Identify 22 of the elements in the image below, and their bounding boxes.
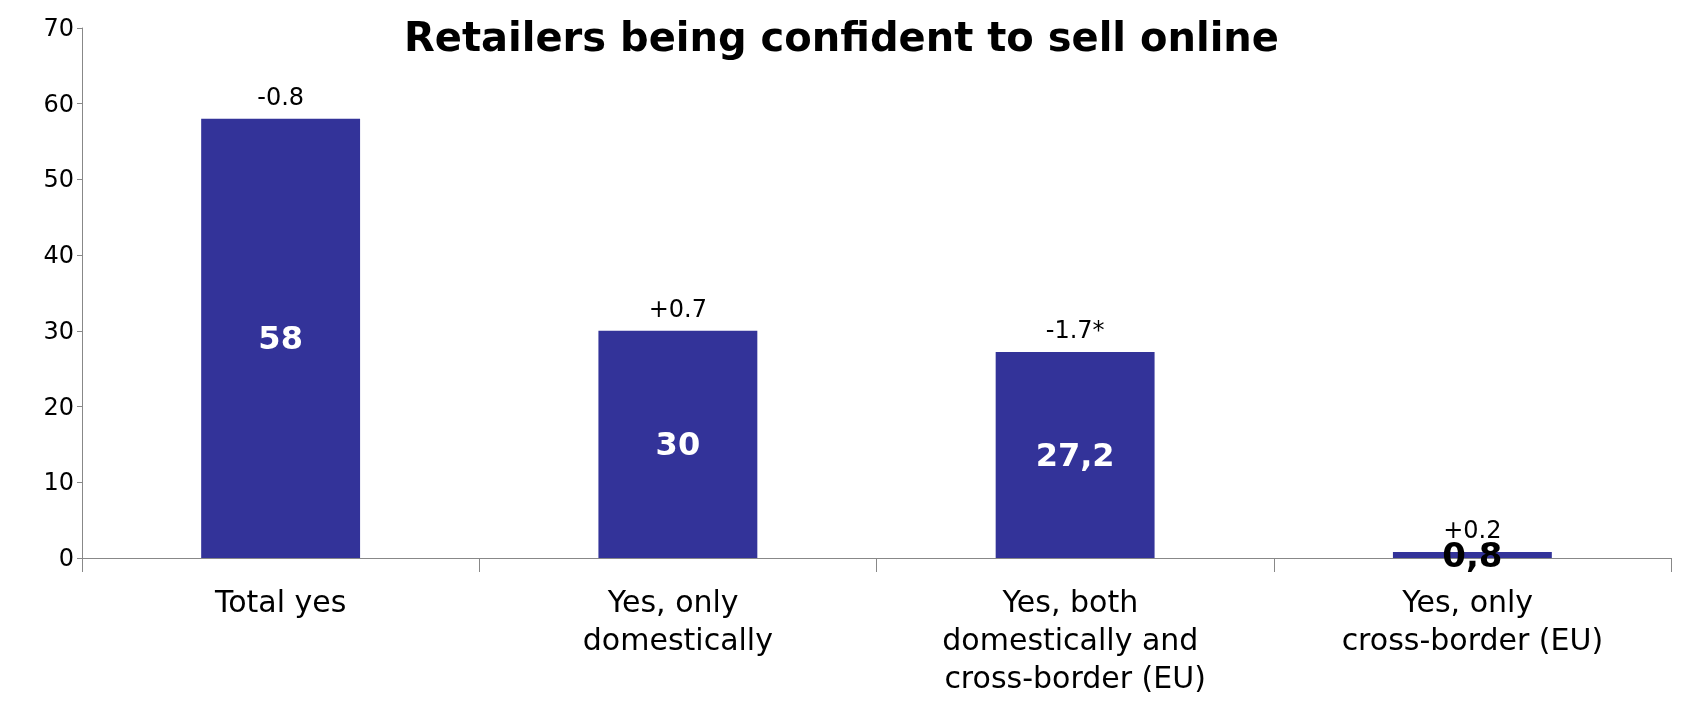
y-tick-label: 60 [43,89,74,118]
y-tick-label: 50 [43,165,74,194]
y-tick-label: 20 [43,392,74,421]
data-label: 27,2 [1035,436,1115,475]
y-tick-label: 10 [43,468,74,497]
bar [201,118,361,558]
x-tick-label: Total yes [213,583,347,619]
annotation: -0.8 [257,82,305,111]
x-tick-label: Yes, only cross-border (EU) [1341,583,1604,657]
annotation: +0.7 [648,294,708,323]
bar [995,352,1155,558]
x-tick-label: Yes, only domestically [582,583,773,657]
data-label: 30 [655,425,701,464]
chart-title: Retailers being confident to sell online [404,14,1279,60]
bar [598,330,758,558]
x-tick-label: Yes, both domestically and cross-border (EU) [942,583,1208,695]
annotation: -1.7* [1045,316,1105,345]
y-tick-label: 70 [43,14,74,42]
y-tick-label: 0 [58,544,74,572]
data-label: 58 [258,319,303,358]
y-tick-label: 30 [43,316,74,345]
y-tick-label: 40 [43,241,74,270]
